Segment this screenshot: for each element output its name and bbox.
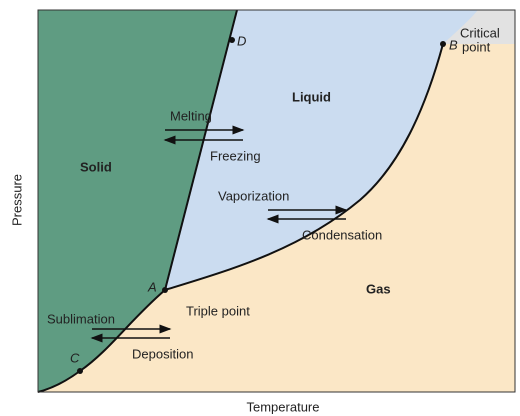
arrows [90, 125, 348, 343]
process-label: Sublimation [47, 311, 115, 326]
process-label: Deposition [132, 346, 193, 361]
point-label: Critical [460, 25, 500, 40]
point-label: D [237, 33, 246, 48]
point-label: A [147, 279, 157, 294]
process-label: Freezing [210, 148, 261, 163]
region-label: Liquid [292, 89, 331, 104]
point-label: C [70, 350, 80, 365]
supercritical-region [443, 10, 515, 44]
region-label: Gas [366, 281, 391, 296]
point-label: B [449, 37, 458, 52]
point-label: Triple point [186, 303, 250, 318]
melting-curve [164, 9, 238, 291]
solid-region [38, 10, 237, 392]
point-d [229, 37, 235, 43]
region-label: Solid [80, 159, 112, 174]
point-c [77, 368, 83, 374]
point-label: point [462, 39, 491, 54]
liquid-region [165, 10, 478, 290]
sublimation-curve [37, 289, 166, 393]
point-a [162, 287, 168, 293]
point-b [440, 41, 446, 47]
vaporization-curve [164, 43, 444, 291]
process-label: Vaporization [218, 188, 289, 203]
y-axis-label: Pressure [9, 174, 24, 226]
process-label: Melting [170, 108, 212, 123]
x-axis-label: Temperature [247, 399, 320, 414]
process-label: Condensation [302, 227, 382, 242]
frame [37, 9, 516, 393]
